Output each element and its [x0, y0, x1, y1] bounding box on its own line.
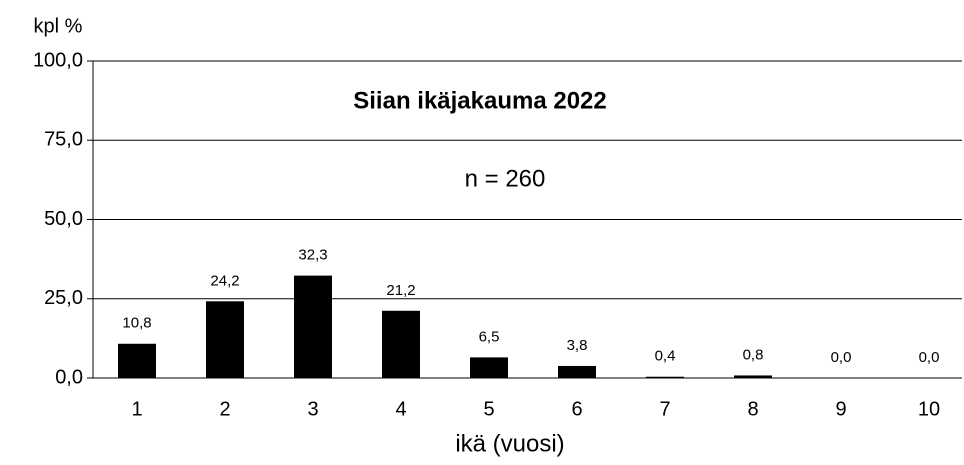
y-tick-label: 75,0: [44, 129, 83, 151]
y-tick-label: 100,0: [33, 49, 83, 71]
x-tick-label: 8: [747, 398, 758, 420]
bar: [646, 376, 684, 378]
bar: [382, 310, 420, 378]
y-axis-label: kpl %: [34, 15, 83, 37]
x-tick-label: 4: [395, 398, 406, 420]
data-label: 0,0: [919, 349, 940, 366]
data-label: 0,4: [655, 348, 676, 365]
bar: [470, 357, 508, 378]
x-tick-label: 10: [918, 398, 940, 420]
data-label: 24,2: [210, 272, 239, 289]
x-tick-label: 2: [219, 398, 230, 420]
bar: [118, 343, 156, 378]
x-tick-label: 9: [835, 398, 846, 420]
y-tick-label: 50,0: [44, 208, 83, 230]
chart-title: Siian ikäjakauma 2022: [353, 87, 607, 114]
data-label: 32,3: [298, 247, 327, 264]
x-tick-label: 5: [483, 398, 494, 420]
data-label: 6,5: [479, 328, 500, 345]
y-tick-label: 0,0: [55, 366, 83, 388]
bar: [206, 301, 244, 378]
x-tick-label: 6: [571, 398, 582, 420]
bar: [734, 375, 772, 378]
data-label: 0,8: [743, 346, 764, 363]
data-label: 0,0: [831, 349, 852, 366]
y-tick-label: 25,0: [44, 287, 83, 309]
bar: [294, 275, 332, 378]
chart-subtitle: n = 260: [465, 165, 546, 192]
x-tick-label: 1: [131, 398, 142, 420]
bar: [558, 365, 596, 378]
x-axis-label: ikä (vuosi): [455, 430, 564, 457]
data-label: 3,8: [567, 337, 588, 354]
data-label: 21,2: [386, 282, 415, 299]
x-tick-label: 7: [659, 398, 670, 420]
data-label: 10,8: [122, 315, 151, 332]
x-tick-label: 3: [307, 398, 318, 420]
